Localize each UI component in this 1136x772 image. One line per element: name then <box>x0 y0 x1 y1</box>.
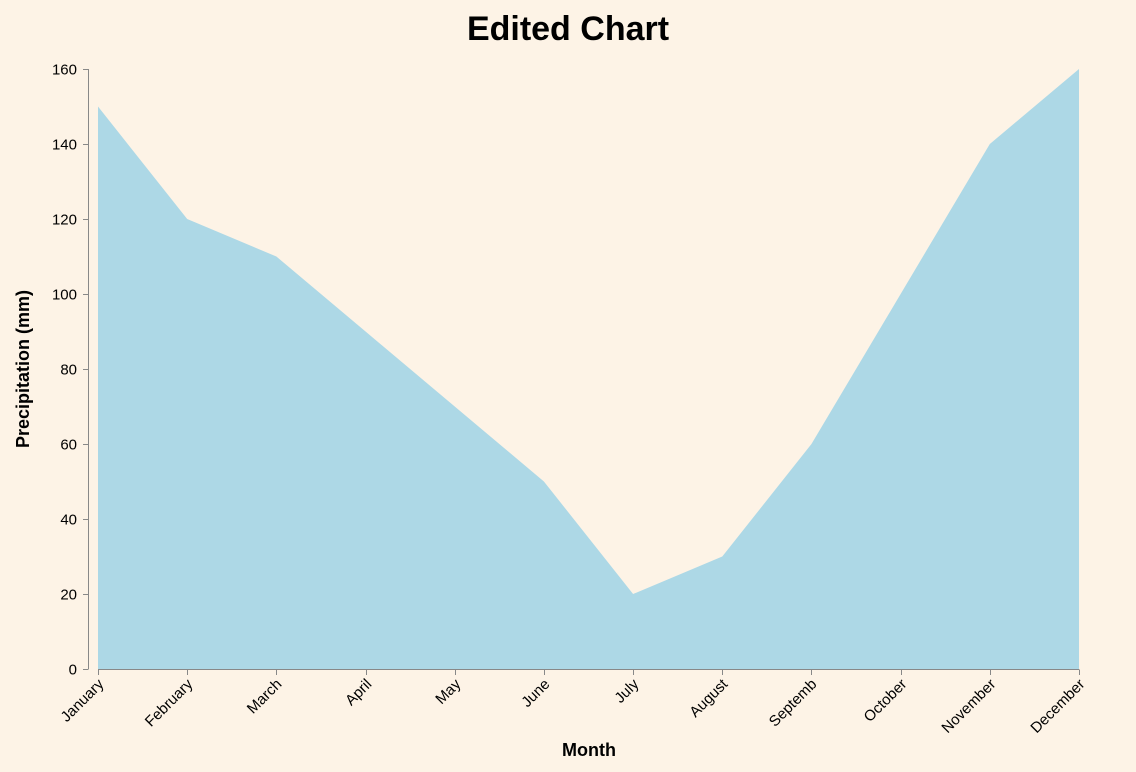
x-axis-title: Month <box>562 740 616 760</box>
y-tick-label: 80 <box>60 362 77 379</box>
y-tick-label: 160 <box>52 62 77 79</box>
y-tick-label: 120 <box>52 212 77 229</box>
x-axis: January February March April May June July Augu… <box>58 669 1088 737</box>
x-tick-label: November <box>938 676 999 737</box>
x-tick-label: June <box>518 676 553 711</box>
chart-title: Edited Chart <box>467 10 669 48</box>
x-tick-label: October <box>861 676 911 726</box>
y-axis-title: Precipitation (mm) <box>13 290 33 448</box>
x-tick-label: January <box>58 675 108 725</box>
x-tick-label: December <box>1027 676 1088 737</box>
x-tick-label: April <box>342 676 375 709</box>
y-tick-label: 140 <box>52 137 77 154</box>
y-tick-label: 0 <box>69 662 77 679</box>
precipitation-area <box>98 69 1079 669</box>
x-tick-label: March <box>244 676 285 717</box>
y-tick-label: 100 <box>52 287 77 304</box>
y-tick-label: 40 <box>60 512 77 529</box>
x-tick-label: May <box>432 675 464 707</box>
x-tick-label: July <box>611 675 642 706</box>
plot-area <box>98 69 1079 669</box>
y-axis: 0 20 40 60 80 100 120 140 160 <box>52 62 89 679</box>
x-tick-label: August <box>686 675 732 721</box>
y-tick-label: 20 <box>60 587 77 604</box>
y-tick-label: 60 <box>60 437 77 454</box>
x-tick-label: Septemb <box>766 676 820 730</box>
x-tick-label: February <box>142 675 197 730</box>
